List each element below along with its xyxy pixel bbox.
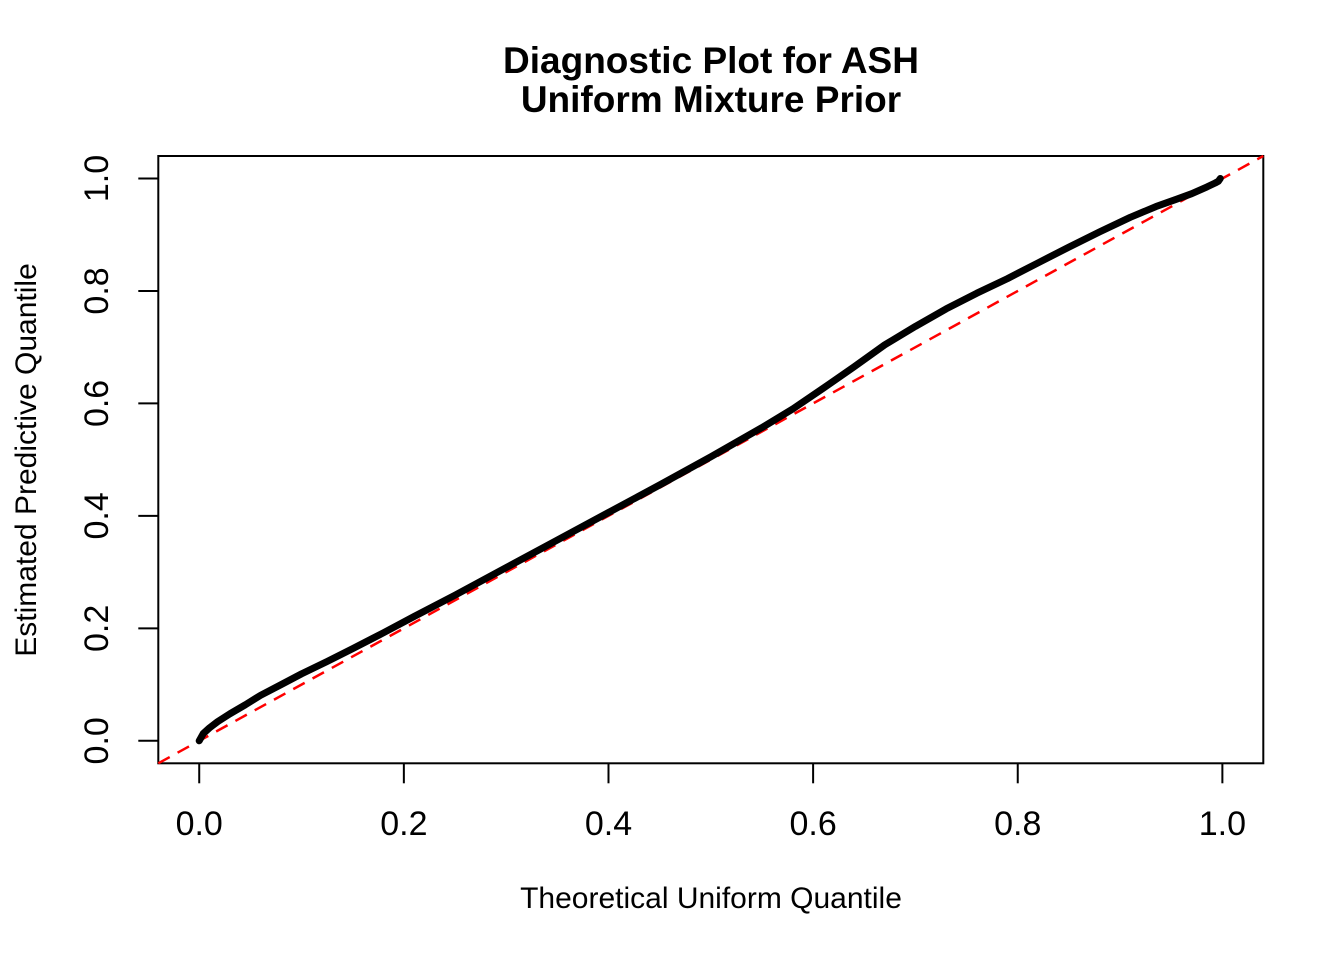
x-tick-label: 0.6: [789, 805, 836, 843]
x-tick-label: 0.4: [585, 805, 632, 843]
x-tick-label: 0.8: [994, 805, 1041, 843]
x-tick-label: 0.2: [380, 805, 427, 843]
qq-curve: [195, 175, 1224, 745]
y-tick-label: 0.6: [78, 380, 116, 427]
y-axis-title: Estimated Predictive Quantile: [10, 263, 43, 657]
plot-box: [157, 155, 1265, 765]
y-tick-label: 1.0: [78, 155, 116, 202]
x-tick-label: 0.0: [176, 805, 223, 843]
y-tick-label: 0.2: [78, 605, 116, 652]
y-tick-label: 0.0: [78, 717, 116, 764]
identity-reference-line: [157, 154, 1264, 765]
plot-title-line-2: Uniform Mixture Prior: [521, 79, 901, 120]
x-axis-title: Theoretical Uniform Quantile: [520, 882, 902, 915]
plot-title-line-1: Diagnostic Plot for ASH: [503, 40, 919, 81]
y-tick-label: 0.4: [78, 492, 116, 539]
x-tick-label: 1.0: [1199, 805, 1246, 843]
x-axis: 0.0 0.2 0.4 0.6 0.8 1.0: [176, 763, 1246, 843]
y-axis: 0.0 0.2 0.4 0.6 0.8 1.0: [78, 155, 159, 764]
y-tick-label: 0.8: [78, 267, 116, 314]
